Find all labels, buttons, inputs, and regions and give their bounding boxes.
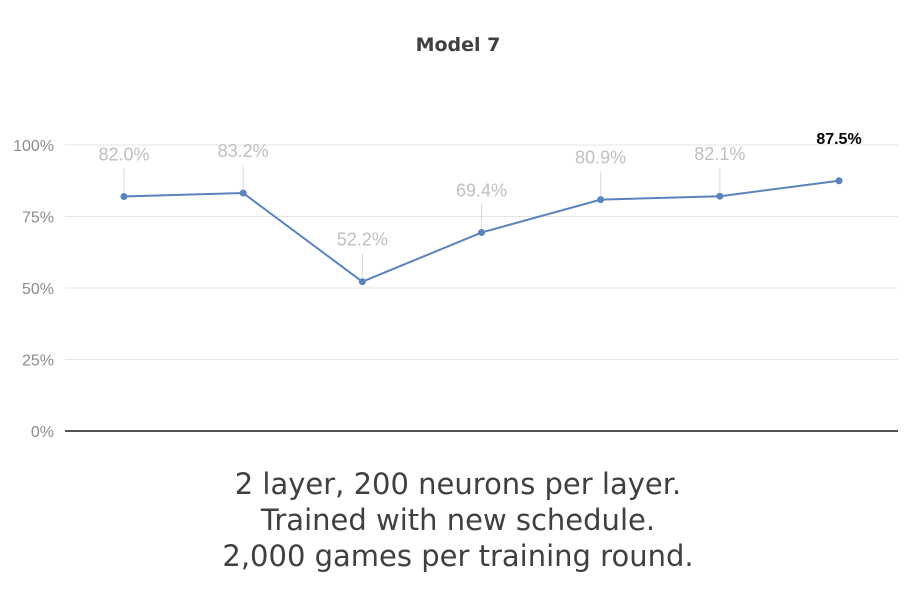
- caption-line-1: 2 layer, 200 neurons per layer.: [234, 467, 682, 501]
- y-tick-label: 50%: [22, 281, 54, 298]
- y-axis-ticks: 0% 25% 50% 75% 100%: [13, 138, 54, 441]
- data-point: [358, 278, 366, 286]
- data-label: 69.4%: [456, 181, 507, 201]
- data-point: [239, 189, 247, 197]
- data-points: [120, 177, 843, 286]
- y-tick-label: 0%: [31, 424, 54, 441]
- data-label: 82.0%: [98, 144, 149, 164]
- data-point: [478, 229, 485, 237]
- y-tick-label: 25%: [22, 353, 54, 370]
- caption-line-2: Trained with new schedule.: [260, 503, 656, 537]
- y-tick-label: 100%: [13, 138, 54, 155]
- data-point: [597, 196, 605, 204]
- data-label: 87.5%: [816, 131, 861, 148]
- chart-title: Model 7: [415, 34, 501, 56]
- data-label: 80.9%: [575, 148, 626, 168]
- data-point: [835, 177, 843, 185]
- data-point: [120, 192, 128, 200]
- label-leaders: [123, 165, 721, 278]
- data-labels: 82.0% 83.2% 52.2% 69.4% 80.9% 82.1% 87.5%: [98, 131, 861, 250]
- data-point: [716, 192, 724, 200]
- data-label: 82.1%: [694, 144, 745, 164]
- caption-line-3: 2,000 games per training round.: [222, 539, 694, 573]
- data-label: 83.2%: [218, 141, 269, 161]
- data-label: 52.2%: [337, 230, 388, 250]
- y-tick-label: 75%: [22, 210, 54, 227]
